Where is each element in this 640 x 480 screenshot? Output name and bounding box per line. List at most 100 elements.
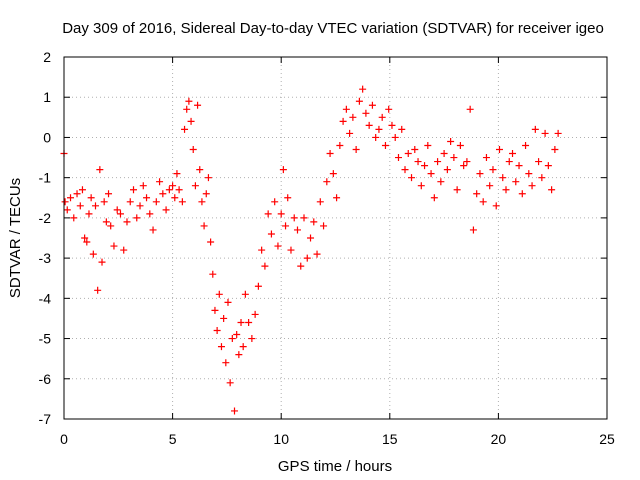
data-point <box>248 335 256 343</box>
data-point <box>220 314 228 322</box>
data-point <box>313 250 321 258</box>
x-axis-label: GPS time / hours <box>278 458 392 475</box>
data-point <box>271 198 279 206</box>
y-tick-label: 2 <box>43 49 51 65</box>
data-point <box>136 202 144 210</box>
data-point <box>152 198 160 206</box>
data-point <box>466 105 474 113</box>
data-point <box>202 190 210 198</box>
data-point <box>352 146 360 154</box>
data-point <box>61 198 69 206</box>
data-point <box>515 162 523 170</box>
data-point <box>421 162 429 170</box>
data-point <box>525 170 533 178</box>
data-point <box>120 246 128 254</box>
data-point <box>538 174 546 182</box>
data-point <box>479 198 487 206</box>
data-point <box>116 210 124 218</box>
data-point <box>113 206 121 214</box>
data-point <box>76 202 84 210</box>
data-point <box>365 121 373 129</box>
data-point <box>427 170 435 178</box>
data-point <box>404 150 412 158</box>
data-point <box>162 206 170 214</box>
data-point <box>123 218 131 226</box>
data-point <box>535 158 543 166</box>
data-point <box>450 154 458 162</box>
data-point <box>541 129 549 137</box>
x-tick-label: 5 <box>169 431 177 447</box>
data-point <box>323 178 331 186</box>
data-point <box>326 150 334 158</box>
data-point <box>237 318 245 326</box>
data-point <box>388 121 396 129</box>
data-point <box>282 222 290 230</box>
data-point <box>329 170 337 178</box>
data-point <box>173 170 181 178</box>
data-point <box>385 105 393 113</box>
data-point <box>440 150 448 158</box>
data-point <box>196 166 204 174</box>
data-point <box>303 254 311 262</box>
data-point <box>258 246 266 254</box>
data-point <box>336 141 344 149</box>
y-tick-label: -3 <box>39 250 52 266</box>
data-point <box>401 166 409 174</box>
data-point <box>279 166 287 174</box>
data-point <box>81 234 89 242</box>
data-point <box>293 226 301 234</box>
data-point <box>102 218 110 226</box>
data-point <box>185 97 193 105</box>
y-tick-label: 1 <box>43 89 51 105</box>
data-point <box>509 150 517 158</box>
data-point <box>411 146 419 154</box>
data-point <box>245 318 253 326</box>
data-point <box>460 162 468 170</box>
y-tick-label: -1 <box>39 170 52 186</box>
data-point <box>368 101 376 109</box>
data-point <box>381 141 389 149</box>
data-point <box>489 166 497 174</box>
data-point <box>469 226 477 234</box>
data-point <box>139 182 147 190</box>
data-point <box>233 331 241 339</box>
data-point <box>290 214 298 222</box>
data-point <box>98 258 106 266</box>
data-point <box>300 214 308 222</box>
data-point <box>107 222 115 230</box>
x-tick-label: 15 <box>382 431 398 447</box>
y-tick-label: 0 <box>43 129 51 145</box>
data-point <box>548 186 556 194</box>
data-point <box>264 210 272 218</box>
data-point <box>226 379 234 387</box>
data-point <box>239 343 247 351</box>
data-point <box>544 162 552 170</box>
grid-lines <box>64 57 607 419</box>
data-point <box>209 270 217 278</box>
data-point <box>94 286 102 294</box>
data-point <box>171 194 179 202</box>
data-point <box>198 198 206 206</box>
data-point <box>320 222 328 230</box>
data-point <box>398 125 406 133</box>
plot-frame <box>63 56 608 420</box>
data-point <box>200 222 208 230</box>
data-point <box>130 186 138 194</box>
data-point <box>287 246 295 254</box>
data-point <box>254 282 262 290</box>
data-point <box>518 190 526 198</box>
data-point <box>183 105 191 113</box>
data-point <box>63 206 71 214</box>
y-tick-label: -6 <box>39 371 52 387</box>
data-point <box>175 186 183 194</box>
data-point <box>91 202 99 210</box>
x-axis-ticks: 0 5 10 15 20 25 <box>60 57 615 447</box>
data-point <box>224 298 232 306</box>
data-point <box>414 158 422 166</box>
data-point <box>408 174 416 182</box>
chart-title: Day 309 of 2016, Sidereal Day-to-day VTE… <box>62 20 604 37</box>
y-tick-label: -4 <box>39 290 52 306</box>
data-point <box>359 85 367 93</box>
data-point <box>204 174 212 182</box>
data-point <box>165 186 173 194</box>
